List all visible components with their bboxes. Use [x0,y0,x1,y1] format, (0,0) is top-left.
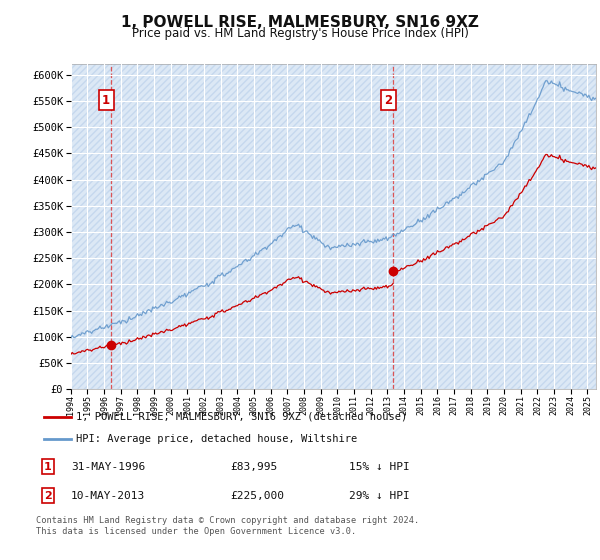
Text: Contains HM Land Registry data © Crown copyright and database right 2024.
This d: Contains HM Land Registry data © Crown c… [36,516,419,536]
Text: 15% ↓ HPI: 15% ↓ HPI [349,461,410,472]
Text: £225,000: £225,000 [230,491,284,501]
Text: 1, POWELL RISE, MALMESBURY, SN16 9XZ (detached house): 1, POWELL RISE, MALMESBURY, SN16 9XZ (de… [77,412,408,422]
Text: £83,995: £83,995 [230,461,278,472]
Text: 1: 1 [44,461,52,472]
Text: Price paid vs. HM Land Registry's House Price Index (HPI): Price paid vs. HM Land Registry's House … [131,27,469,40]
Text: 2: 2 [385,94,392,106]
Text: 10-MAY-2013: 10-MAY-2013 [71,491,145,501]
Text: HPI: Average price, detached house, Wiltshire: HPI: Average price, detached house, Wilt… [77,434,358,444]
Text: 1, POWELL RISE, MALMESBURY, SN16 9XZ: 1, POWELL RISE, MALMESBURY, SN16 9XZ [121,15,479,30]
Text: 29% ↓ HPI: 29% ↓ HPI [349,491,410,501]
Text: 2: 2 [44,491,52,501]
Text: 31-MAY-1996: 31-MAY-1996 [71,461,145,472]
Text: 1: 1 [102,94,110,106]
